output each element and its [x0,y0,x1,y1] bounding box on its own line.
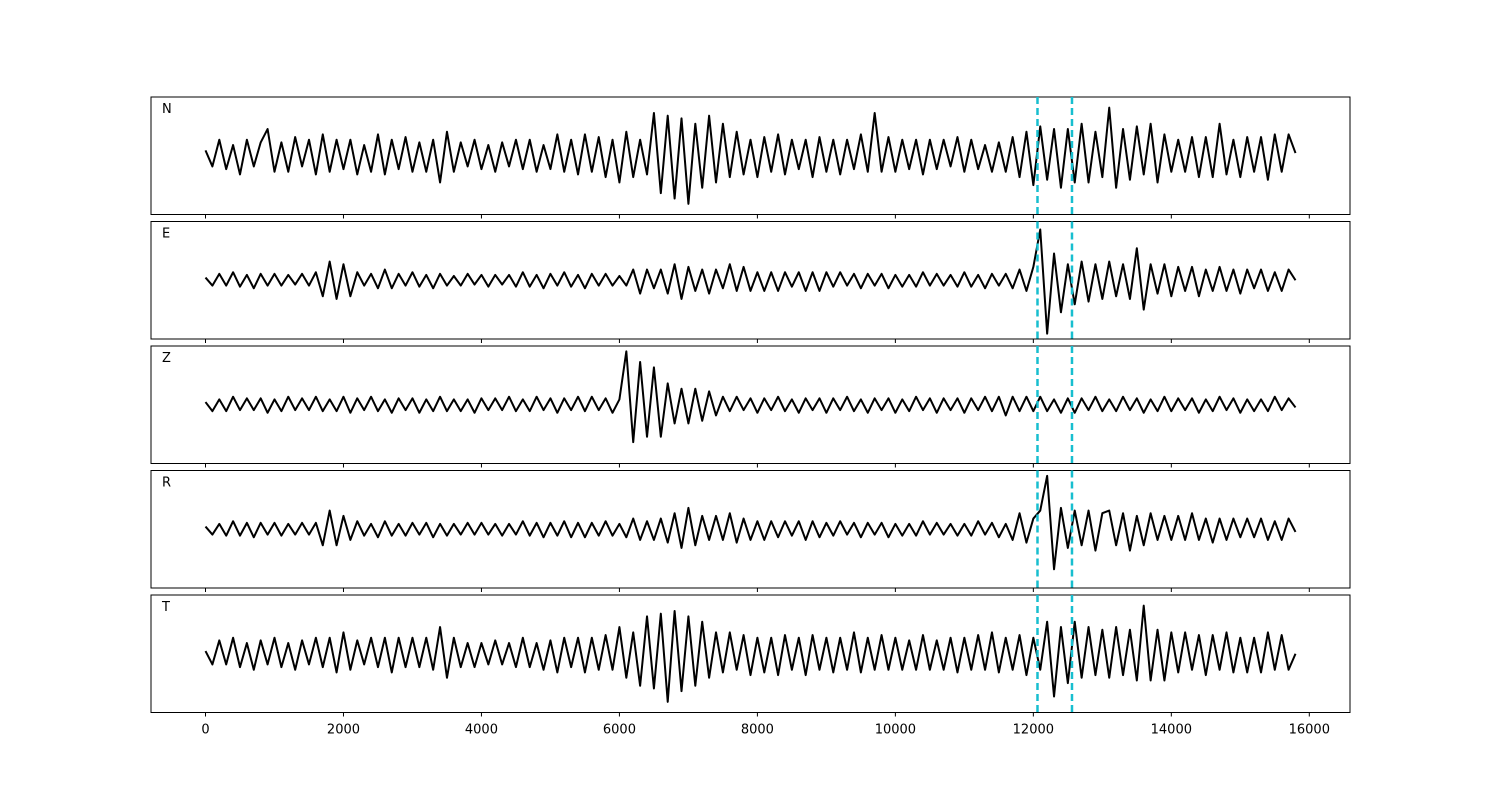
trace [204,604,1297,703]
x-tick-label: 0 [201,723,209,738]
x-tick-label: 4000 [465,723,498,738]
trace [204,228,1297,335]
x-tick-label: 6000 [603,723,636,738]
panel-label: E [162,227,170,242]
panel-frame [150,470,1351,589]
x-tick-label: 16000 [1289,723,1330,738]
panel-frame [150,345,1351,464]
panel-frame [150,96,1351,215]
x-tick-label: 2000 [327,723,360,738]
x-tick-label: 8000 [741,723,774,738]
panel-label: Z [162,351,171,366]
trace [204,474,1297,571]
x-tick-label: 10000 [875,723,916,738]
panel-label: N [162,102,172,117]
x-tick-label: 12000 [1013,723,1054,738]
panel-label: R [162,476,171,491]
panel-label: T [161,600,170,615]
trace [204,350,1297,444]
trace [204,106,1297,205]
panel-frame [150,594,1351,713]
x-tick-label: 14000 [1151,723,1192,738]
panel-frame [150,221,1351,340]
